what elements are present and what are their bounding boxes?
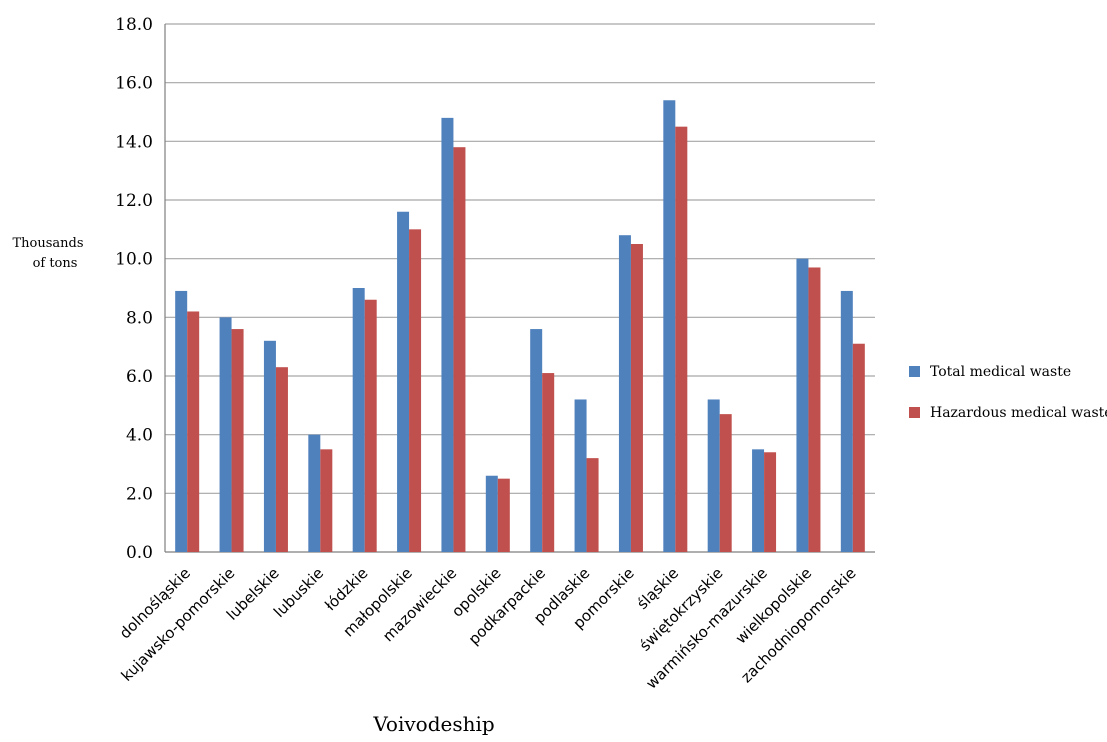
bar-hazardous-5: [409, 229, 422, 553]
legend-swatch: [909, 407, 920, 418]
y-tick-label: 8.0: [126, 308, 153, 328]
y-tick-label: 2.0: [126, 484, 153, 504]
x-tick-label: podkarpackie: [465, 564, 549, 648]
legend: Total medical waste Hazardous medical was…: [909, 364, 1107, 421]
bar-hazardous-14: [808, 267, 821, 552]
bar-hazardous-7: [497, 478, 510, 552]
legend-label: Hazardous medical waste: [930, 405, 1107, 421]
x-axis-label: Voivodeship: [372, 712, 494, 736]
y-tick-label: 4.0: [126, 426, 153, 446]
bar-total-2: [263, 340, 276, 552]
y-tick-label: 16.0: [115, 74, 153, 94]
bar-hazardous-1: [231, 329, 244, 552]
y-tick-label: 10.0: [115, 250, 153, 270]
y-tick-label: 6.0: [126, 367, 153, 387]
bar-hazardous-13: [764, 452, 777, 552]
bar-hazardous-15: [852, 343, 865, 552]
bar-hazardous-9: [586, 458, 599, 552]
bar-hazardous-12: [719, 414, 732, 552]
y-tick-label: 12.0: [115, 191, 153, 211]
bar-total-6: [441, 117, 454, 552]
bar-hazardous-4: [364, 299, 377, 552]
y-axis-label-line: of tons: [33, 256, 78, 271]
y-tick-label: 0.0: [126, 543, 153, 563]
bar-total-3: [308, 434, 321, 552]
bar-total-9: [574, 399, 587, 552]
bar-total-13: [752, 449, 765, 552]
y-tick-label: 18.0: [115, 15, 153, 35]
bar-hazardous-10: [630, 244, 643, 552]
x-tick-label: lubuskie: [270, 564, 327, 621]
bar-total-11: [663, 100, 676, 553]
bar-hazardous-3: [320, 449, 333, 552]
bar-total-1: [219, 317, 232, 552]
bar-total-12: [707, 399, 720, 552]
bar-hazardous-6: [453, 147, 466, 552]
bar-hazardous-0: [187, 311, 200, 552]
bar-hazardous-2: [275, 367, 288, 552]
bar-total-0: [175, 290, 188, 552]
y-axis-label-line: Thousands: [12, 236, 83, 251]
bars: [175, 100, 865, 553]
bar-hazardous-8: [542, 373, 555, 552]
bar-total-5: [397, 211, 410, 552]
y-tick-label: 14.0: [115, 132, 153, 152]
y-axis-label: Thousands of tons: [12, 236, 83, 271]
bar-total-8: [530, 329, 543, 552]
y-tick-labels: 0.0 2.0 4.0 6.0 8.0 10.0 12.0 14.0 16.0 18.0: [115, 15, 153, 563]
bar-total-15: [840, 290, 853, 552]
bar-total-7: [485, 475, 498, 552]
legend-swatch: [909, 366, 920, 377]
bar-hazardous-11: [675, 126, 688, 553]
legend-label: Total medical waste: [930, 364, 1071, 380]
x-tick-labels: dolnośląskiekujawsko-pomorskielubelskiel…: [116, 564, 860, 693]
bar-total-14: [796, 258, 809, 552]
bar-total-4: [352, 288, 365, 552]
bar-total-10: [618, 235, 631, 552]
